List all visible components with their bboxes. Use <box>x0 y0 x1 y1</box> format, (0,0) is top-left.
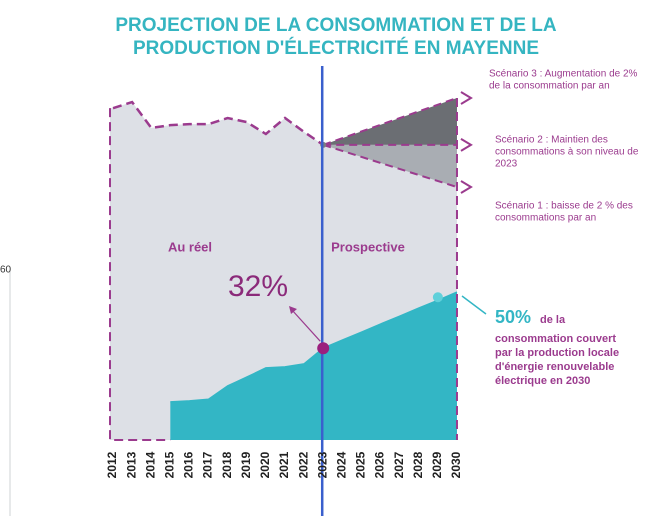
x-tick-label: 2025 <box>354 451 368 478</box>
annotation: électrique en 2030 <box>495 375 590 387</box>
chart-title: PROJECTION DE LA CONSOMMATION ET DE LA <box>115 15 557 36</box>
annotation: 50% <box>495 307 531 327</box>
scenario-arrow <box>460 138 473 152</box>
scenario-label: Scénario 2 : Maintien des <box>495 135 608 146</box>
x-tick-label: 2022 <box>296 451 310 478</box>
production-area <box>170 292 457 440</box>
x-tick-label: 2016 <box>182 451 196 478</box>
edge-label: 60 <box>0 265 12 276</box>
annotation: Au réel <box>168 239 212 254</box>
pointer-head <box>289 306 297 314</box>
x-tick-label: 2023 <box>315 451 329 478</box>
x-tick-label: 2021 <box>277 451 291 478</box>
annotation: par la production locale <box>495 347 619 359</box>
x-tick-label: 2018 <box>220 451 234 478</box>
annotation: Prospective <box>331 239 405 254</box>
annotation: consommation couvert <box>495 333 616 345</box>
production-dot <box>317 342 330 355</box>
x-tick-label: 2030 <box>449 451 463 478</box>
scenario-label: 2023 <box>495 159 518 170</box>
scenario-line <box>322 143 458 188</box>
scenario-label: Scénario 1 : baisse de 2 % des <box>495 201 633 212</box>
scenario-label: consommations à son niveau de <box>495 147 639 158</box>
production-dot <box>432 292 443 303</box>
scenario-label: Scénario 3 : Augmentation de 2% <box>489 69 638 80</box>
scenario-line <box>322 97 458 146</box>
x-tick-label: 2017 <box>201 451 215 478</box>
x-tick-label: 2028 <box>411 451 425 478</box>
pointer <box>291 309 321 342</box>
x-tick-label: 2014 <box>143 451 157 478</box>
scenario-label: consommations par an <box>495 213 596 224</box>
x-tick-label: 2027 <box>392 451 406 478</box>
scenario-label: de la consommation par an <box>489 81 610 92</box>
chart-title: PRODUCTION D'ÉLECTRICITÉ EN MAYENNE <box>133 37 539 59</box>
scenario-arrow <box>460 91 473 105</box>
outline <box>109 108 171 441</box>
annotation: 32% <box>228 270 288 303</box>
annotation: d'énergie renouvelable <box>495 361 614 373</box>
pointer <box>461 295 487 315</box>
annotation: de la <box>540 314 566 326</box>
scenario-arrow <box>460 180 473 194</box>
x-tick-label: 2012 <box>105 451 119 478</box>
production-line <box>170 291 458 403</box>
x-tick-label: 2019 <box>239 451 253 478</box>
x-tick-label: 2029 <box>430 451 444 478</box>
x-tick-label: 2026 <box>373 451 387 478</box>
consumption-line <box>112 100 324 146</box>
x-tick-label: 2020 <box>258 451 272 478</box>
x-tick-label: 2024 <box>334 451 348 478</box>
x-tick-label: 2015 <box>163 451 177 478</box>
x-tick-label: 2013 <box>124 451 138 478</box>
